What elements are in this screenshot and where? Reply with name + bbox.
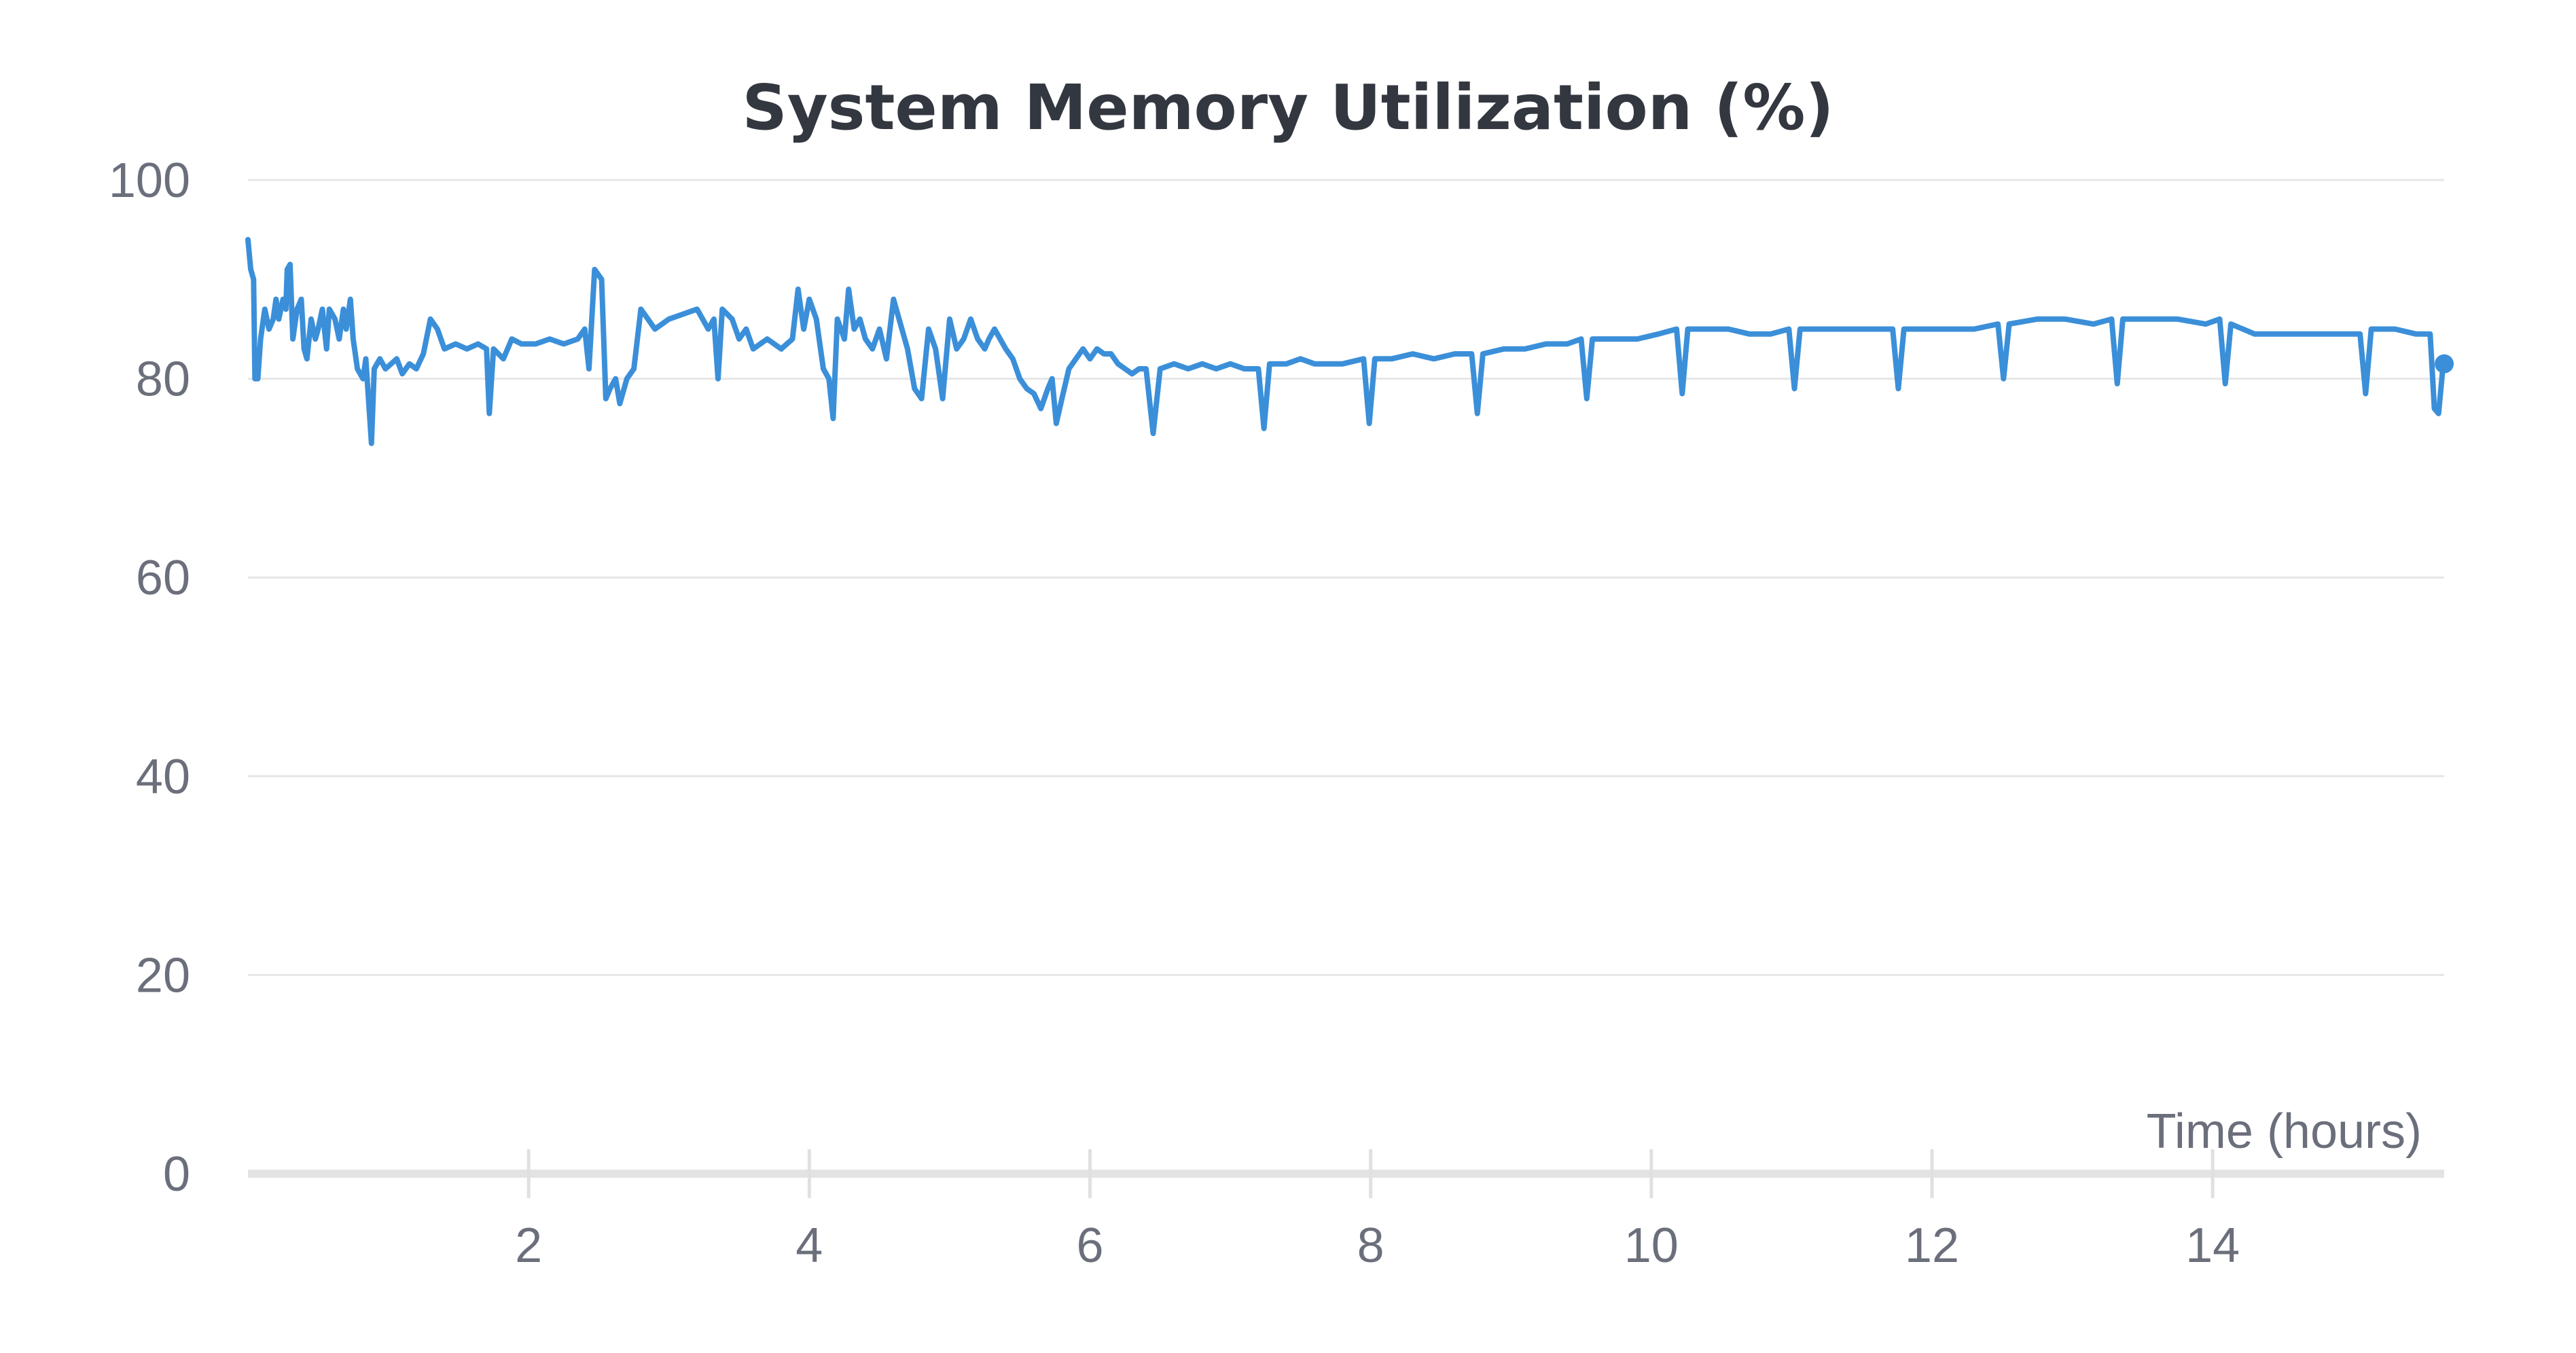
x-axis-ticks: 2 4 6 8 10 12 14 xyxy=(515,1149,2240,1273)
y-tick-label: 20 xyxy=(136,948,190,1003)
y-tick-label: 60 xyxy=(136,551,190,605)
x-axis-label: Time (hours) xyxy=(2147,1104,2422,1159)
series-end-marker xyxy=(2435,354,2454,374)
x-tick-label: 4 xyxy=(795,1219,823,1273)
x-tick-label: 14 xyxy=(2185,1219,2240,1273)
x-tick-label: 10 xyxy=(1624,1219,1679,1273)
y-axis-tick-labels: 0 20 40 60 80 100 xyxy=(109,154,190,1202)
y-gridlines xyxy=(248,179,2444,976)
y-tick-label: 80 xyxy=(136,353,190,407)
chart-title: System Memory Utilization (%) xyxy=(742,71,1833,144)
series-line xyxy=(245,236,2447,446)
y-tick-label: 40 xyxy=(136,750,190,804)
y-tick-label: 100 xyxy=(109,154,190,208)
y-tick-label: 0 xyxy=(163,1147,190,1202)
series-layer xyxy=(245,236,2454,446)
x-tick-label: 8 xyxy=(1357,1219,1384,1273)
x-tick-label: 12 xyxy=(1905,1219,1959,1273)
x-tick-label: 6 xyxy=(1076,1219,1103,1273)
x-tick-label: 2 xyxy=(515,1219,542,1273)
